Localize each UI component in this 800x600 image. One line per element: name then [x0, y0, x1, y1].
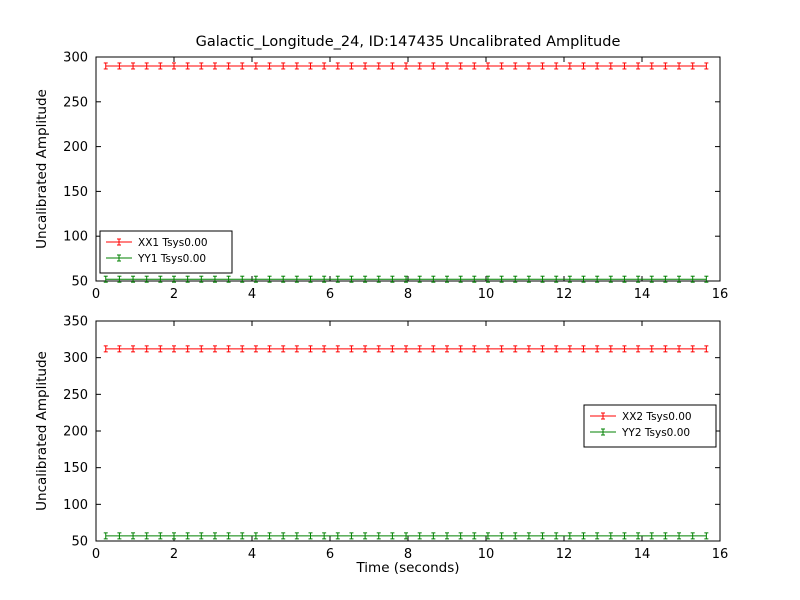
x-tick-label: 10 — [478, 287, 495, 302]
y-tick-label: 250 — [63, 388, 88, 403]
legend-entry: YY1 Tsys0.00 — [106, 253, 206, 265]
y-tick-label: 200 — [63, 140, 88, 155]
y-axis: 50 100 150 200 250 300 350 — [63, 315, 720, 550]
x-tick-label: 6 — [326, 547, 334, 562]
x-tick-label: 8 — [404, 287, 412, 302]
legend: XX1 Tsys0.00 YY1 Tsys0.00 — [99, 230, 233, 274]
y-tick-label: 300 — [63, 351, 88, 366]
y-tick-label: 350 — [63, 315, 88, 330]
x-axis: 0 2 4 6 8 10 12 14 16 — [92, 57, 728, 302]
figure-title: Galactic_Longitude_24, ID:147435 Uncalib… — [195, 34, 621, 50]
x-tick-label: 6 — [326, 287, 334, 302]
legend-label: YY2 Tsys0.00 — [621, 427, 690, 439]
x-tick-label: 2 — [170, 547, 178, 562]
y-tick-label: 200 — [63, 425, 88, 440]
y-tick-label: 100 — [63, 230, 88, 245]
x-tick-label: 12 — [556, 287, 573, 302]
subplot-1: 0 2 4 6 8 10 12 14 16 50 100 150 200 250 300 XX1 Tsys0.… — [63, 51, 728, 303]
x-tick-label: 4 — [248, 287, 256, 302]
legend-label: XX1 Tsys0.00 — [138, 237, 208, 249]
x-tick-label: 12 — [556, 547, 573, 562]
y-tick-label: 150 — [63, 461, 88, 476]
x-tick-label: 10 — [478, 547, 495, 562]
x-tick-label: 0 — [92, 287, 100, 302]
x-tick-label: 14 — [634, 547, 651, 562]
x-axis-label: Time (seconds) — [356, 560, 460, 576]
x-tick-label: 14 — [634, 287, 651, 302]
x-tick-label: 4 — [248, 547, 256, 562]
y-tick-label: 300 — [63, 51, 88, 66]
y-tick-label: 50 — [71, 535, 88, 550]
legend-label: XX2 Tsys0.00 — [622, 411, 692, 423]
y-axis-label-top: Uncalibrated Amplitude — [34, 89, 50, 249]
x-tick-label: 16 — [712, 287, 729, 302]
legend: XX2 Tsys0.00 YY2 Tsys0.00 — [583, 404, 717, 448]
legend-box — [99, 230, 233, 274]
legend-entry: YY2 Tsys0.00 — [590, 427, 690, 439]
x-tick-label: 16 — [712, 547, 729, 562]
series-xx1 — [103, 62, 709, 70]
y-tick-label: 250 — [63, 95, 88, 110]
y-axis-label-bottom: Uncalibrated Amplitude — [34, 351, 50, 511]
legend-entry: XX2 Tsys0.00 — [590, 411, 692, 423]
legend-label: YY1 Tsys0.00 — [137, 253, 206, 265]
y-axis: 50 100 150 200 250 300 — [63, 51, 720, 290]
x-tick-label: 0 — [92, 547, 100, 562]
x-tick-label: 2 — [170, 287, 178, 302]
series-xx2 — [103, 345, 709, 353]
y-tick-label: 100 — [63, 498, 88, 513]
x-tick-label: 8 — [404, 547, 412, 562]
legend-box — [583, 404, 717, 448]
y-tick-label: 150 — [63, 185, 88, 200]
series-yy2 — [103, 532, 709, 540]
series-yy1 — [103, 275, 709, 283]
y-tick-label: 50 — [71, 275, 88, 290]
legend-entry: XX1 Tsys0.00 — [106, 237, 208, 249]
x-axis: 0 2 4 6 8 10 12 14 16 — [92, 321, 728, 562]
subplot-2: 0 2 4 6 8 10 12 14 16 50 100 150 200 250 300 350 XX2 Tsy… — [63, 315, 728, 563]
